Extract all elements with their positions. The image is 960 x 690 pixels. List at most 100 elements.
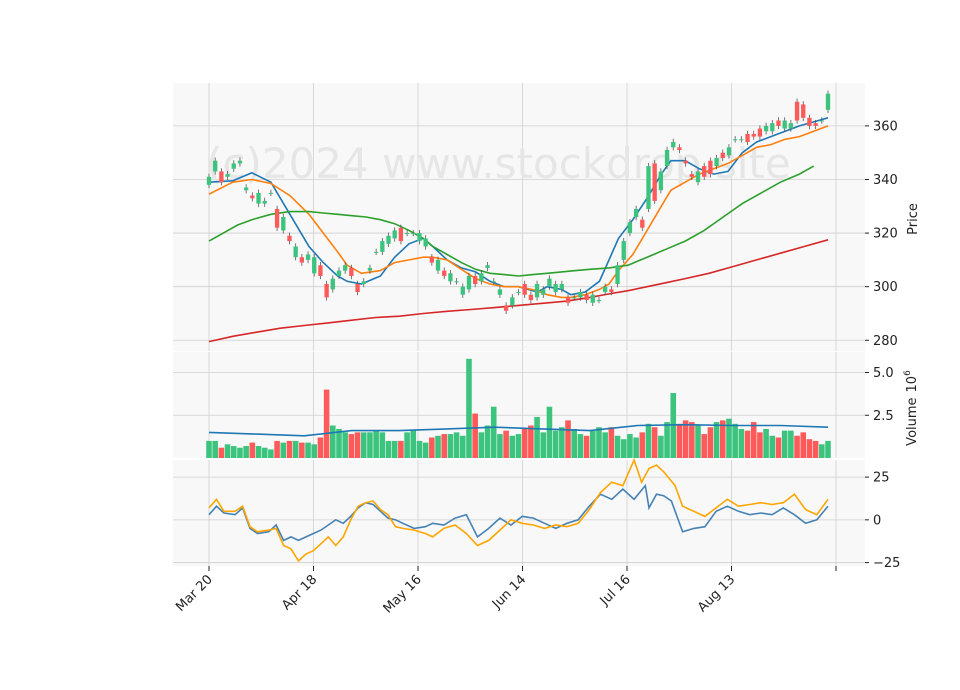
candle-body (392, 230, 397, 239)
candle-body (726, 147, 732, 156)
volume-bar (206, 440, 212, 458)
candle-body (237, 160, 243, 164)
candle-body (825, 93, 831, 110)
volume-bar (726, 418, 732, 458)
price-tick-label: 320 (873, 227, 898, 242)
volume-bar (280, 442, 287, 458)
candle-body (627, 222, 633, 234)
volume-bar (323, 389, 330, 458)
candle-body (213, 160, 218, 172)
volume-bar (794, 435, 800, 458)
candle-body (528, 294, 534, 301)
price-axis-label: Price (906, 203, 921, 235)
x-tick-label: May 16 (381, 572, 425, 616)
candle-body (572, 297, 577, 299)
candle-body (380, 241, 385, 252)
candle-body (708, 160, 713, 175)
candle-body (225, 174, 230, 177)
volume-bar (435, 435, 441, 458)
volume-bar (571, 428, 577, 458)
candle-body (534, 284, 540, 298)
volume-bar (317, 437, 324, 458)
volume-bar (429, 437, 435, 458)
volume-bar (651, 427, 658, 458)
candle-body (268, 192, 274, 194)
oscillator-line (208, 457, 829, 563)
volume-bar (311, 444, 318, 458)
volume-bar (788, 430, 794, 458)
candle-body (367, 267, 373, 271)
oscillator-tick-label: −25 (873, 556, 900, 571)
candle-body (565, 297, 571, 303)
candle-body (479, 273, 484, 282)
candle-body (770, 123, 775, 132)
candle-body (287, 235, 292, 242)
grid-layer (173, 83, 865, 566)
candle-body (819, 120, 824, 122)
candle-body (373, 251, 379, 253)
candle-body (448, 273, 453, 282)
candle-body (349, 267, 354, 276)
candle-body (720, 152, 725, 159)
volume-bar (373, 430, 379, 458)
volume-bar (249, 442, 256, 458)
candle-body (206, 176, 212, 185)
volume-bar (707, 427, 714, 458)
price-tick-label: 360 (873, 119, 898, 134)
volume-bar (534, 416, 540, 458)
volume-bar (608, 427, 615, 458)
candle-body (683, 160, 688, 164)
volume-bar (546, 406, 553, 458)
candle-body (652, 163, 657, 201)
volume-tick-label: 5.0 (873, 366, 894, 381)
candle-body (318, 265, 323, 276)
volume-bar (627, 434, 633, 458)
candle-body (497, 289, 503, 295)
volume-axis-label: Volume 106 (903, 370, 920, 446)
candle-body (794, 101, 800, 121)
volume-axis-label-text: Volume (905, 397, 920, 445)
volume-bar (645, 423, 652, 458)
volume-bar (237, 447, 243, 458)
candle-body (547, 278, 552, 287)
candle-body (671, 141, 676, 148)
candle-body (702, 166, 707, 177)
candle-body (262, 200, 267, 204)
candle-body (633, 208, 639, 217)
candle-body (640, 219, 645, 228)
volume-bar (664, 422, 670, 458)
candle-body (411, 233, 416, 235)
candle-body (695, 171, 701, 183)
volume-bar (744, 430, 751, 458)
volume-bar (658, 435, 664, 458)
volume-bar (379, 432, 386, 458)
volume-bar (781, 430, 788, 458)
volume-bar (503, 430, 509, 458)
candle-body (305, 254, 311, 260)
candle-body (423, 238, 428, 247)
x-tick-label: Jun 14 (489, 572, 529, 612)
volume-bar (620, 439, 627, 458)
candle-body (485, 265, 490, 268)
volume-bar (342, 432, 348, 458)
volume-bar (416, 440, 423, 458)
oscillator-tick-label: 25 (873, 471, 890, 486)
candle-body (274, 208, 280, 228)
price-tick-label: 340 (873, 173, 898, 188)
candle-body (522, 284, 527, 295)
volume-bar (633, 437, 639, 458)
volume-bar (800, 432, 807, 458)
candle-body (584, 294, 589, 301)
candle-body (732, 139, 738, 141)
candle-body (763, 125, 769, 132)
moving-average-line (208, 165, 815, 277)
volume-bar (299, 442, 305, 458)
moving-average-line (208, 239, 829, 343)
candle-body (243, 187, 249, 191)
volume-bar (447, 434, 454, 458)
candle-body (324, 284, 329, 298)
candle-body (813, 123, 818, 126)
candle-body (590, 294, 595, 303)
price-panel (173, 83, 865, 351)
oscillator-tick-label: 0 (873, 513, 881, 528)
